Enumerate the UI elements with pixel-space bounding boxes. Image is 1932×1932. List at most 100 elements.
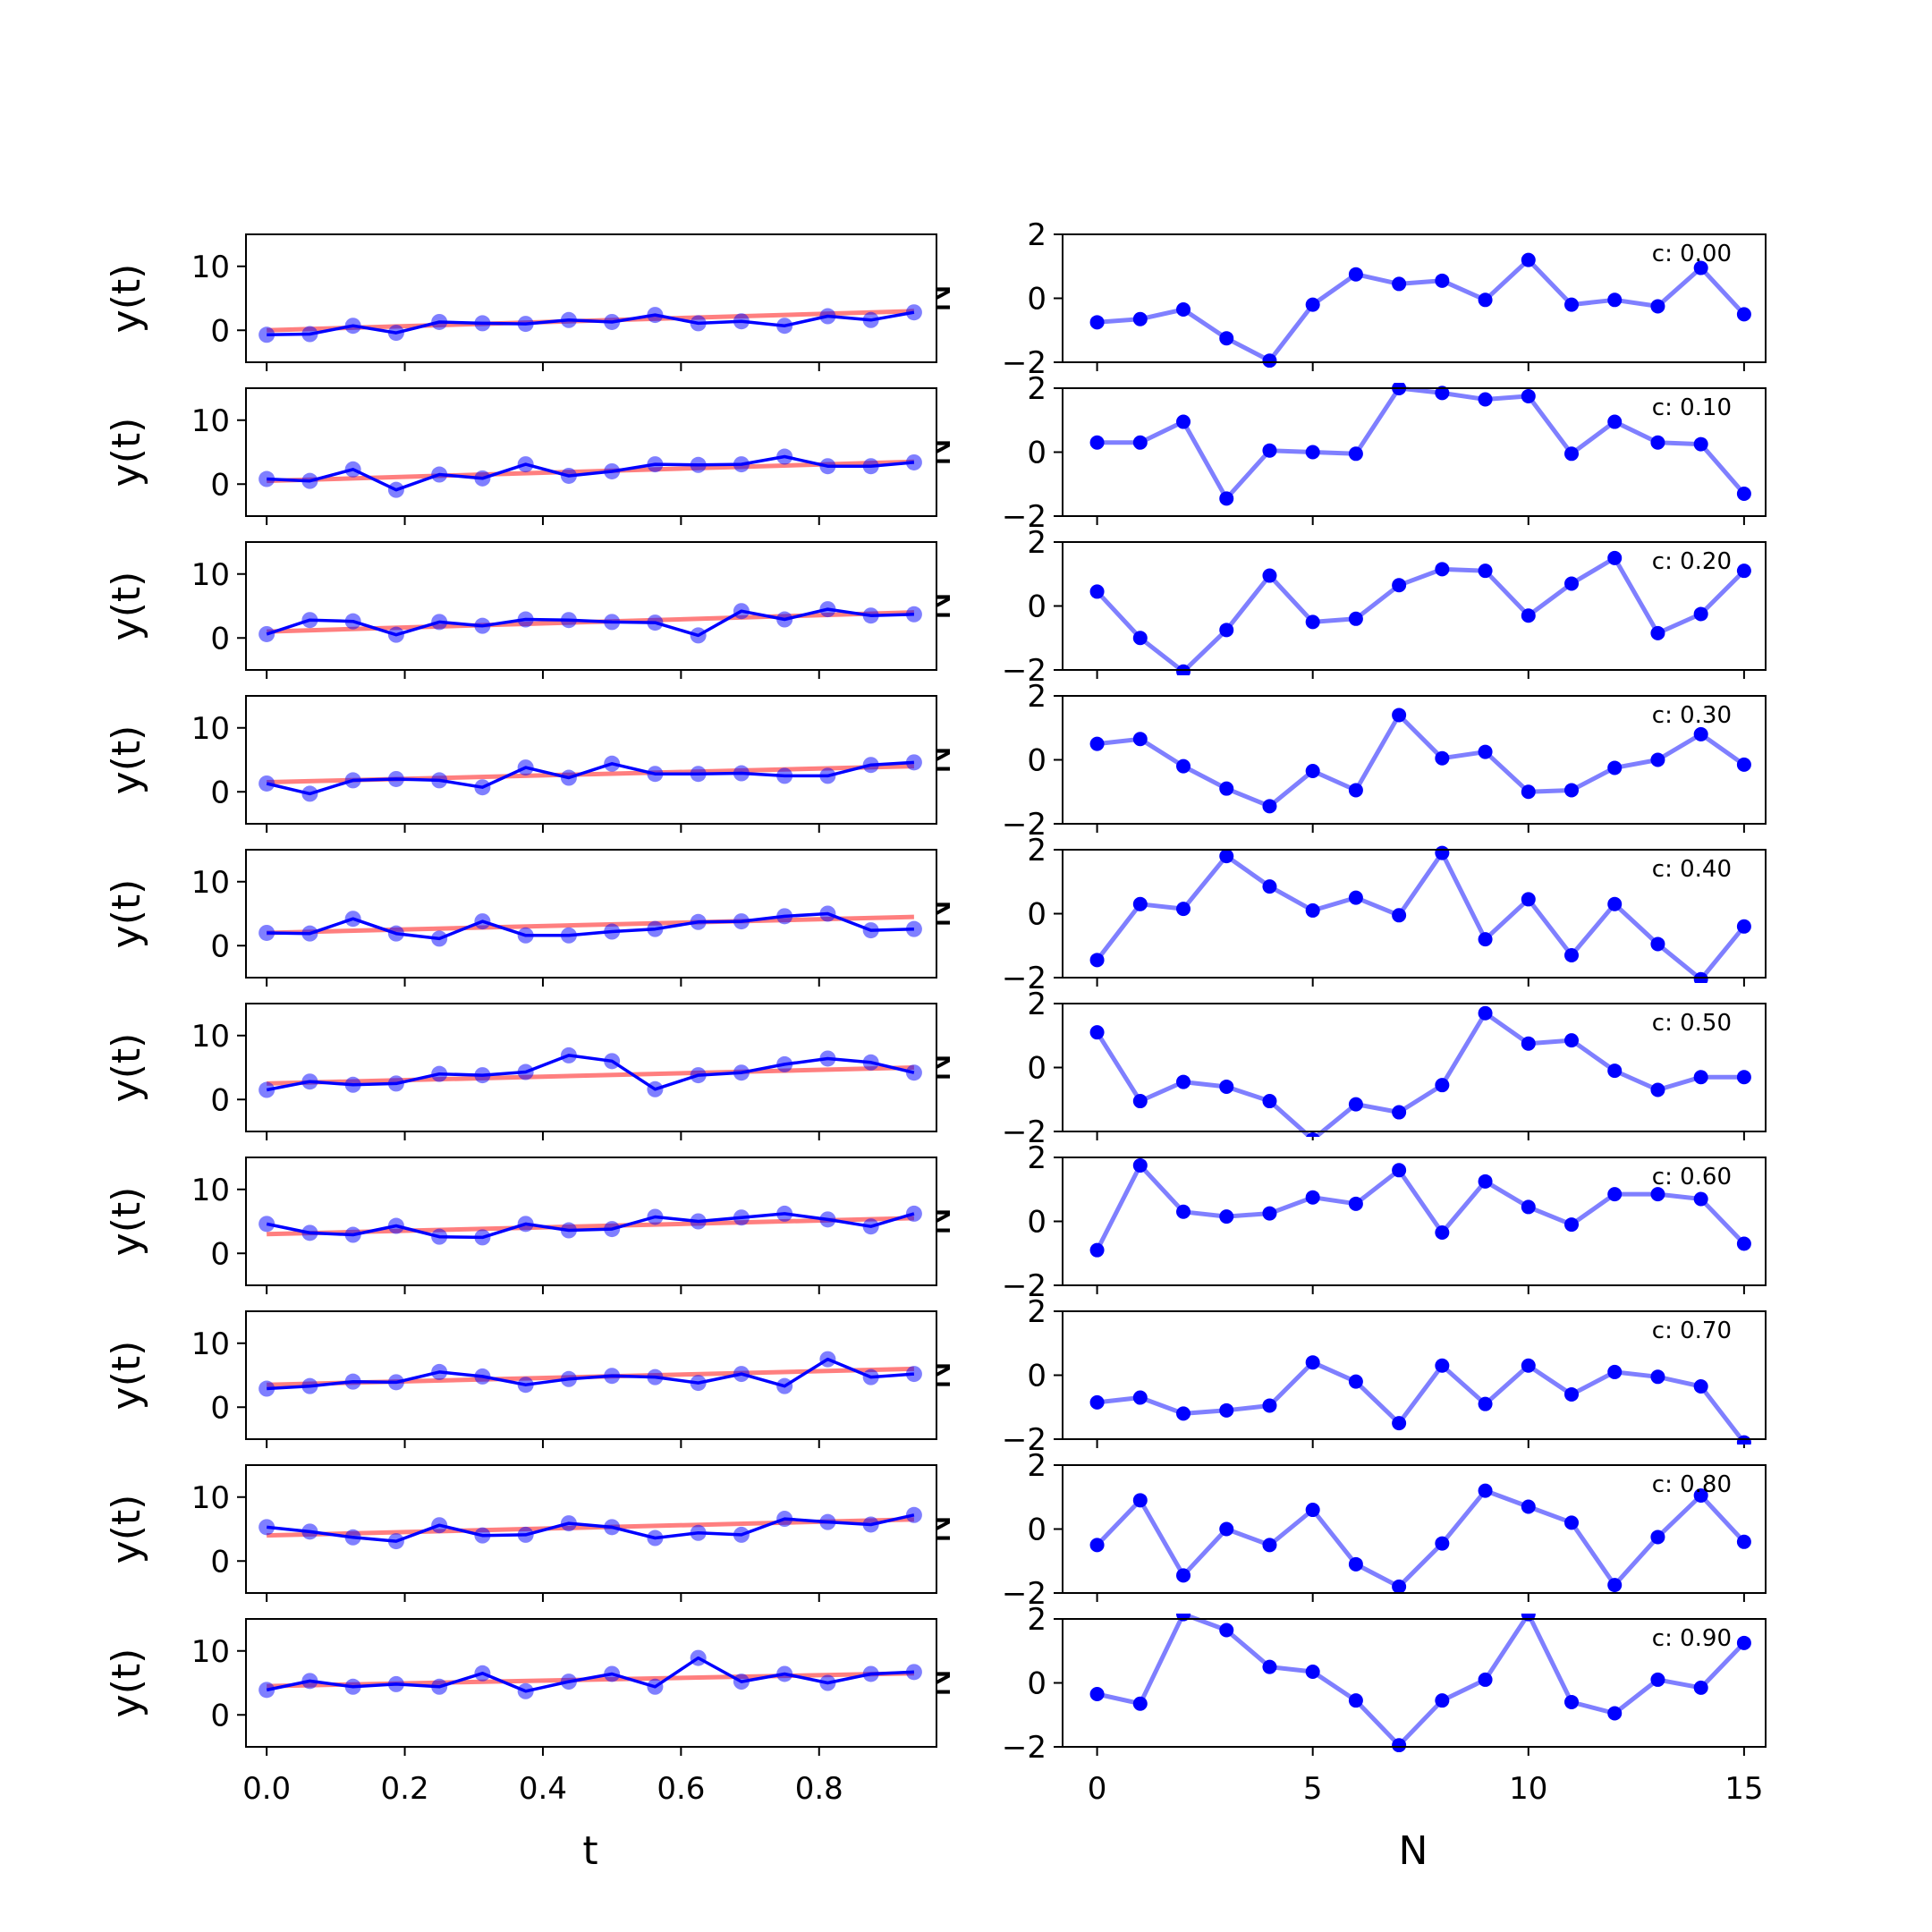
noise-point	[1219, 1079, 1234, 1094]
left-ytick-label: 0	[210, 1390, 230, 1426]
noise-point	[1132, 732, 1148, 747]
noise-point	[1435, 1078, 1450, 1093]
right-data-group	[1089, 708, 1751, 814]
noise-line	[1095, 1488, 1746, 1589]
data-point	[258, 625, 275, 642]
noise-point	[1607, 1706, 1623, 1721]
c-value-label: c: 0.30	[1652, 702, 1732, 729]
right-x-axis-label: N	[1399, 1828, 1428, 1874]
left-y-axis-label: y(t)	[104, 264, 149, 334]
right-plot-frame	[1062, 233, 1767, 363]
left-panel-3: 0 10 y(t)	[104, 695, 937, 833]
right-ytick-label: −2	[1002, 1422, 1046, 1458]
noise-point	[1564, 1515, 1580, 1530]
left-x-axis-label: t	[582, 1828, 597, 1874]
data-point	[905, 453, 922, 470]
left-plot-frame	[245, 849, 937, 979]
left-y-axis-label: y(t)	[104, 418, 149, 487]
noise-point	[1305, 614, 1320, 630]
left-ytick-label: 0	[210, 775, 230, 810]
right-ytick-label: 2	[1027, 833, 1046, 869]
noise-point	[1607, 1187, 1623, 1202]
noise-point	[1262, 1094, 1277, 1109]
data-line	[266, 1212, 915, 1240]
left-xtick-label: 0.0	[242, 1771, 291, 1807]
left-ytick-label: 0	[210, 467, 230, 503]
data-point	[905, 1506, 922, 1523]
noise-point	[1736, 1534, 1751, 1549]
noise-point	[1132, 896, 1148, 911]
right-ytick-label: 2	[1027, 1140, 1046, 1176]
data-line	[266, 1656, 914, 1693]
left-ytick-label: 10	[191, 403, 230, 439]
right-data-group	[1089, 252, 1751, 368]
noise-point	[1132, 435, 1148, 450]
noise-point	[1736, 564, 1751, 579]
noise-point	[1564, 1694, 1580, 1709]
noise-point	[1693, 1191, 1708, 1207]
data-point	[905, 1664, 922, 1681]
left-y-axis-label: y(t)	[104, 1341, 149, 1411]
noise-point	[1132, 1390, 1148, 1405]
right-data-group	[1089, 1483, 1751, 1594]
noise-line	[1095, 1011, 1744, 1137]
noise-line	[1097, 386, 1746, 501]
noise-point	[1219, 1623, 1234, 1638]
left-y-axis-label: y(t)	[104, 1033, 149, 1103]
c-value-label: c: 0.00	[1652, 241, 1732, 267]
left-plot-frame	[245, 387, 937, 517]
right-data-group	[1089, 550, 1751, 675]
noise-point	[1650, 1187, 1665, 1202]
c-value-label: c: 0.10	[1652, 394, 1732, 421]
noise-point	[1693, 1379, 1708, 1394]
noise-point	[1736, 757, 1751, 772]
noise-point	[1650, 1530, 1665, 1545]
left-xtick-label: 0.2	[381, 1771, 429, 1807]
left-plot-area	[246, 388, 936, 516]
trend-line	[267, 914, 914, 936]
noise-point	[1392, 1738, 1407, 1752]
noise-point	[1521, 1358, 1536, 1373]
data-point	[905, 304, 922, 321]
left-plot-area	[246, 696, 936, 824]
left-plot-area	[246, 1004, 936, 1131]
right-plot-area	[1063, 388, 1766, 516]
left-panel-8: 0 10 y(t)	[104, 1464, 937, 1602]
data-point	[905, 1205, 922, 1222]
noise-point	[1305, 445, 1320, 460]
right-xtick-label: 15	[1724, 1771, 1763, 1807]
left-panel-6: 0 10 y(t)	[104, 1157, 937, 1294]
left-y-axis-label: y(t)	[104, 1187, 149, 1257]
right-ytick-label: −2	[1002, 1114, 1046, 1150]
data-point	[258, 1682, 275, 1699]
right-ytick-label: −2	[1002, 807, 1046, 843]
data-point	[258, 1519, 275, 1536]
c-value-label: c: 0.90	[1652, 1625, 1732, 1652]
right-ytick-label: −2	[1002, 1576, 1046, 1612]
noise-point	[1219, 1521, 1234, 1537]
noise-point	[1736, 1635, 1751, 1650]
right-data-group	[1089, 1614, 1751, 1752]
noise-line	[1097, 1614, 1746, 1748]
right-ytick-label: 2	[1027, 1602, 1046, 1638]
noise-point	[1607, 896, 1623, 911]
noise-point	[1176, 1074, 1191, 1089]
data-line	[267, 911, 914, 941]
left-ytick-label: 10	[191, 1173, 230, 1208]
c-value-label: c: 0.80	[1652, 1471, 1732, 1498]
noise-point	[1607, 1063, 1623, 1079]
data-point	[258, 326, 275, 343]
noise-point	[1392, 1105, 1407, 1120]
noise-point	[1736, 486, 1751, 501]
noise-point	[1521, 1199, 1536, 1215]
noise-point	[1132, 1493, 1148, 1508]
data-line	[266, 607, 914, 638]
noise-point	[1089, 1025, 1105, 1040]
right-xtick-label: 5	[1303, 1771, 1323, 1807]
